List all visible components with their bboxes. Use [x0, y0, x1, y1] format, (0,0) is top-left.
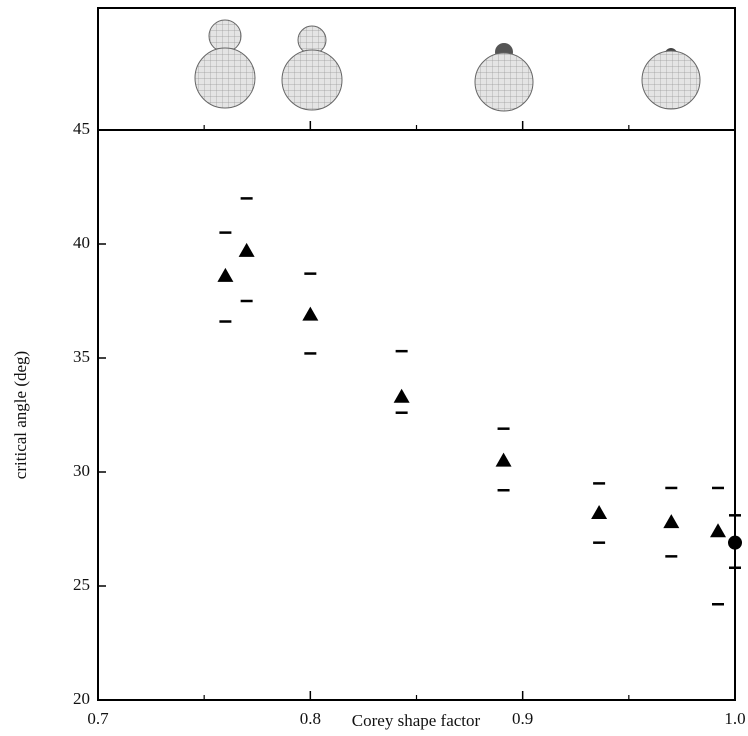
drop-shape [641, 50, 701, 110]
data-point [710, 523, 727, 538]
data-point [728, 535, 742, 550]
y-tick-label: 20 [73, 689, 90, 708]
x-tick-label: 0.8 [300, 709, 321, 728]
x-tick-label: 0.9 [512, 709, 533, 728]
y-tick-label: 35 [73, 347, 90, 366]
drop-shape [208, 19, 242, 53]
panel-frame [97, 7, 736, 131]
shape-panel [97, 7, 736, 131]
data-point [663, 514, 680, 529]
x-axis-label: Corey shape factor [352, 711, 481, 730]
data-point [217, 267, 234, 282]
data-point [495, 452, 512, 467]
data-point [302, 306, 319, 321]
drop-shape [474, 52, 534, 112]
plot-frame [97, 129, 736, 701]
x-tick-label: 0.7 [87, 709, 109, 728]
data-point [591, 505, 608, 520]
data-point [238, 242, 255, 257]
drop-shape [194, 47, 256, 109]
y-tick-label: 30 [73, 461, 90, 480]
y-tick-label: 25 [73, 575, 90, 594]
y-tick-label: 40 [73, 233, 90, 252]
drop-shape [281, 49, 343, 111]
y-tick-label: 45 [73, 119, 90, 138]
data-point [393, 388, 410, 403]
x-tick-label: 1.0 [724, 709, 745, 728]
y-axis-label: critical angle (deg) [11, 351, 30, 479]
